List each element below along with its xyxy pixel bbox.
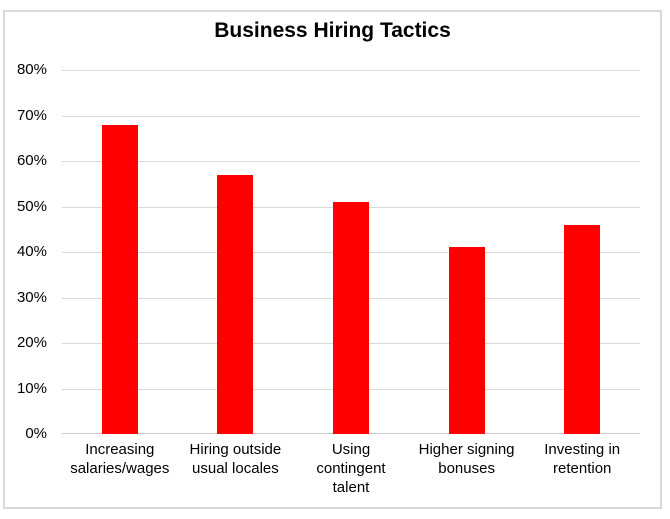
plot-area bbox=[62, 70, 640, 434]
x-axis-category-label-1: Increasing salaries/wages bbox=[70, 441, 170, 477]
y-axis-tick-label-0pct: 0% bbox=[25, 425, 47, 442]
x-axis-category-label-5: Investing in retention bbox=[544, 441, 621, 477]
gridline-80 bbox=[62, 70, 640, 71]
y-axis-tick-label-10pct: 10% bbox=[16, 379, 47, 397]
y-axis-tick-label-80pct: 80% bbox=[16, 61, 47, 78]
x-axis-category-label-2: Hiring outside usual locales bbox=[189, 441, 282, 477]
x-axis-category-label-4: Higher signing bonuses bbox=[418, 441, 515, 477]
bar-1 bbox=[101, 124, 138, 434]
bar-2 bbox=[217, 174, 254, 434]
y-axis-tick-label-40pct: 40% bbox=[16, 243, 47, 260]
y-axis-tick-label-60pct: 60% bbox=[16, 152, 47, 169]
y-axis-tick-label-70pct: 70% bbox=[16, 106, 47, 124]
bar-4 bbox=[448, 247, 485, 434]
bar-3 bbox=[333, 201, 369, 434]
bar-5 bbox=[564, 224, 601, 434]
x-axis-category-label-3: Using contingent talent bbox=[316, 441, 386, 496]
chart-title: Business Hiring Tactics bbox=[214, 19, 451, 42]
gridline-60 bbox=[62, 161, 640, 162]
y-axis-tick-label-50pct: 50% bbox=[16, 197, 47, 215]
y-axis-tick-label-30pct: 30% bbox=[16, 288, 47, 306]
y-axis-tick-label-20pct: 20% bbox=[16, 334, 47, 351]
gridline-70 bbox=[62, 115, 640, 117]
